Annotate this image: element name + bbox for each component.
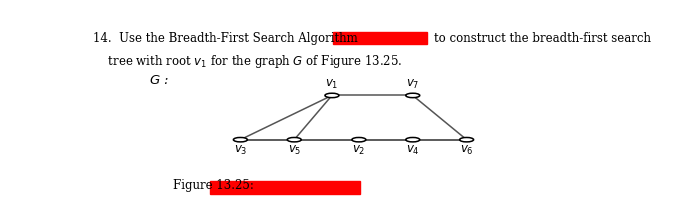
- Text: 14.  Use the Breadth-First Search Algorithm: 14. Use the Breadth-First Search Algorit…: [93, 32, 358, 46]
- Text: $v_7$: $v_7$: [406, 78, 420, 91]
- Circle shape: [325, 93, 339, 98]
- Circle shape: [352, 137, 366, 142]
- Text: $v_4$: $v_4$: [406, 144, 420, 157]
- Text: to construct the breadth-first search: to construct the breadth-first search: [434, 32, 651, 46]
- Circle shape: [459, 137, 473, 142]
- Text: $v_1$: $v_1$: [325, 78, 338, 91]
- Text: $v_6$: $v_6$: [460, 144, 473, 157]
- Circle shape: [406, 93, 420, 98]
- Text: $v_3$: $v_3$: [234, 144, 247, 157]
- Bar: [210, 181, 361, 194]
- Circle shape: [234, 137, 247, 142]
- Circle shape: [406, 137, 420, 142]
- Text: tree with root $v_1$ for the graph $G$ of Figure 13.25.: tree with root $v_1$ for the graph $G$ o…: [93, 53, 402, 70]
- Text: $v_5$: $v_5$: [288, 144, 301, 157]
- Text: $G$ :: $G$ :: [149, 74, 169, 88]
- Circle shape: [287, 137, 301, 142]
- Text: Figure 13.25:: Figure 13.25:: [173, 179, 254, 192]
- Bar: [333, 32, 427, 44]
- Text: $v_2$: $v_2$: [352, 144, 366, 157]
